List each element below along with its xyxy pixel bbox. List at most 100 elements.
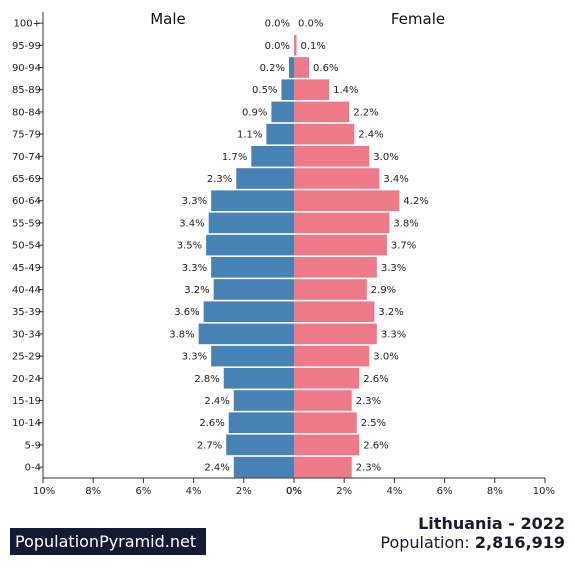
female-bar-75-79 bbox=[294, 123, 355, 145]
male-value-label: 2.3% bbox=[207, 174, 232, 185]
male-value-label: 3.2% bbox=[184, 285, 209, 296]
male-value-label: 2.8% bbox=[194, 374, 219, 385]
country-year-title: Lithuania - 2022 bbox=[418, 514, 565, 533]
age-group-label: 30-34 bbox=[12, 329, 41, 340]
age-group-label: 70-74 bbox=[12, 152, 41, 163]
male-bar-15-19 bbox=[233, 390, 294, 411]
male-bar-30-34 bbox=[198, 323, 294, 345]
male-bar-20-24 bbox=[223, 368, 294, 389]
male-value-label: 2.4% bbox=[204, 396, 229, 407]
male-value-label: 0.0% bbox=[265, 41, 290, 52]
female-bar-10-14 bbox=[294, 412, 357, 433]
male-bar-75-79 bbox=[266, 123, 294, 145]
age-group-label: 95-99 bbox=[12, 41, 41, 52]
age-group-label: 40-44 bbox=[12, 285, 41, 296]
female-bar-5-9 bbox=[294, 434, 360, 456]
male-bar-40-44 bbox=[213, 279, 294, 300]
age-group-label: 100+ bbox=[14, 19, 41, 30]
female-value-label: 2.3% bbox=[356, 396, 381, 407]
male-bar-85-89 bbox=[281, 79, 294, 100]
brand-badge[interactable]: PopulationPyramid.net bbox=[10, 528, 207, 555]
male-value-label: 3.4% bbox=[179, 218, 204, 229]
x-tick-label: 2% bbox=[236, 486, 252, 497]
male-bar-55-59 bbox=[208, 212, 294, 234]
female-bar-55-59 bbox=[294, 212, 390, 234]
female-value-label: 0.6% bbox=[313, 63, 338, 74]
age-group-label: 50-54 bbox=[12, 241, 41, 252]
x-tick-label: 4% bbox=[386, 486, 402, 497]
female-value-label: 2.5% bbox=[361, 418, 386, 429]
x-tick-label: 2% bbox=[336, 486, 352, 497]
age-group-label: 25-29 bbox=[12, 352, 41, 363]
age-group-label: 10-14 bbox=[12, 418, 41, 429]
female-bar-40-44 bbox=[294, 279, 367, 300]
age-group-label: 75-79 bbox=[12, 130, 41, 141]
female-bar-65-69 bbox=[294, 168, 380, 189]
male-bar-35-39 bbox=[203, 301, 294, 322]
female-value-label: 2.4% bbox=[358, 130, 383, 141]
age-group-label: 20-24 bbox=[12, 374, 41, 385]
age-group-label: 15-19 bbox=[12, 396, 41, 407]
age-group-label: 45-49 bbox=[12, 263, 41, 274]
age-group-label: 35-39 bbox=[12, 307, 41, 318]
female-value-label: 3.0% bbox=[373, 152, 398, 163]
female-value-label: 3.3% bbox=[381, 263, 406, 274]
female-value-label: 2.6% bbox=[363, 374, 388, 385]
female-value-label: 3.8% bbox=[393, 218, 418, 229]
male-value-label: 2.6% bbox=[199, 418, 224, 429]
female-value-label: 3.3% bbox=[381, 329, 406, 340]
female-bar-25-29 bbox=[294, 345, 370, 367]
male-header: Male bbox=[150, 10, 186, 28]
x-tick-label: 4% bbox=[186, 486, 202, 497]
female-bar-90-94 bbox=[294, 57, 310, 78]
male-value-label: 0.9% bbox=[242, 107, 267, 118]
female-value-label: 4.2% bbox=[403, 196, 428, 207]
x-tick-label: 0% bbox=[286, 486, 302, 497]
male-value-label: 0.0% bbox=[265, 19, 290, 30]
male-bar-10-14 bbox=[228, 412, 294, 433]
female-header: Female bbox=[391, 10, 445, 28]
age-group-label: 65-69 bbox=[12, 174, 41, 185]
male-value-label: 0.5% bbox=[252, 85, 277, 96]
female-bar-20-24 bbox=[294, 368, 360, 389]
age-group-label: 55-59 bbox=[12, 218, 41, 229]
female-value-label: 3.4% bbox=[383, 174, 408, 185]
male-value-label: 3.3% bbox=[182, 352, 207, 363]
female-value-label: 0.1% bbox=[301, 41, 326, 52]
male-value-label: 1.7% bbox=[222, 152, 247, 163]
age-group-label: 60-64 bbox=[12, 196, 41, 207]
age-group-label: 0-4 bbox=[25, 463, 41, 474]
male-bar-0-4 bbox=[233, 456, 294, 478]
male-bar-90-94 bbox=[288, 57, 294, 78]
female-value-label: 2.3% bbox=[356, 463, 381, 474]
male-value-label: 3.8% bbox=[169, 329, 194, 340]
female-value-label: 3.2% bbox=[378, 307, 403, 318]
male-value-label: 2.7% bbox=[197, 440, 222, 451]
female-bar-80-84 bbox=[294, 101, 350, 123]
female-value-label: 2.9% bbox=[371, 285, 396, 296]
male-bar-60-64 bbox=[211, 190, 294, 211]
x-tick-label: 6% bbox=[135, 486, 151, 497]
female-bar-70-74 bbox=[294, 146, 370, 167]
female-value-label: 3.0% bbox=[373, 352, 398, 363]
x-tick-label: 10% bbox=[33, 486, 55, 497]
age-group-label: 5-9 bbox=[25, 440, 41, 451]
female-bar-15-19 bbox=[294, 390, 352, 411]
female-bar-0-4 bbox=[294, 456, 352, 478]
male-bar-65-69 bbox=[236, 168, 294, 189]
age-group-label: 90-94 bbox=[12, 63, 41, 74]
population-line: Population: 2,816,919 bbox=[380, 533, 565, 552]
x-tick-label: 8% bbox=[85, 486, 101, 497]
female-bar-85-89 bbox=[294, 79, 330, 100]
female-bar-60-64 bbox=[294, 190, 400, 211]
female-bar-50-54 bbox=[294, 234, 387, 256]
male-value-label: 1.1% bbox=[237, 130, 262, 141]
age-group-label: 85-89 bbox=[12, 85, 41, 96]
female-bar-95-99 bbox=[294, 35, 297, 56]
population-label: Population: bbox=[380, 533, 470, 552]
male-bar-25-29 bbox=[211, 345, 294, 367]
female-value-label: 2.2% bbox=[353, 107, 378, 118]
x-tick-label: 10% bbox=[533, 486, 555, 497]
x-tick-label: 6% bbox=[437, 486, 453, 497]
population-value: 2,816,919 bbox=[474, 533, 565, 552]
